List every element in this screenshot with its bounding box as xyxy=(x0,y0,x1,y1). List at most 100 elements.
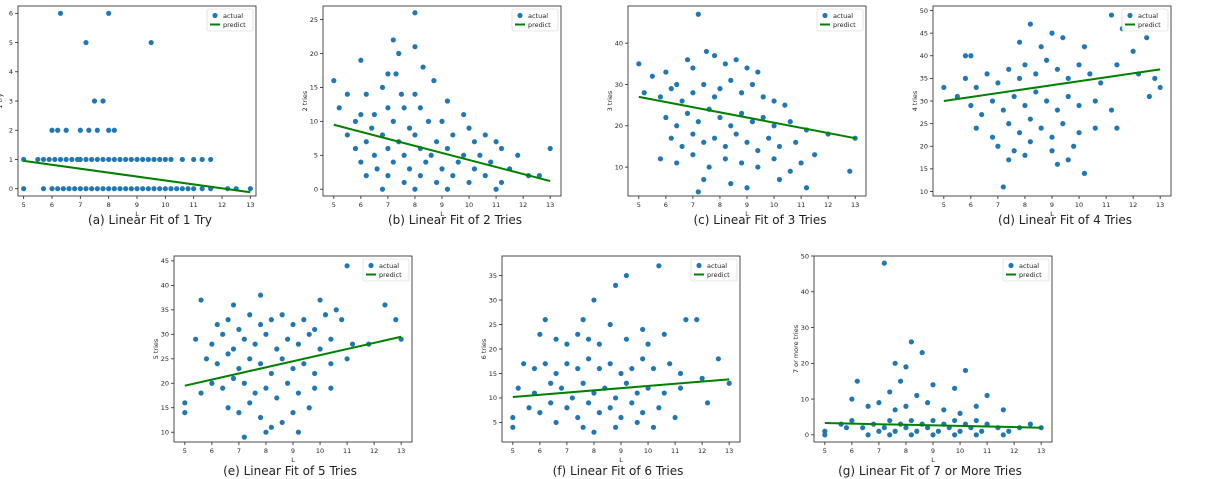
x-tick-label: 12 xyxy=(370,447,378,455)
data-point xyxy=(328,361,334,367)
data-point xyxy=(148,39,154,46)
chart-panel-g: 5 6 7 8 9 10 11 12 13 0 10 20 30 40 50 L 7 or more tries… xyxy=(780,250,1080,479)
data-point xyxy=(591,429,597,435)
data-point xyxy=(284,380,291,386)
legend-label-actual: actual xyxy=(1138,12,1158,20)
data-point xyxy=(979,111,985,118)
x-tick-label: 9 xyxy=(291,447,295,455)
data-point xyxy=(1000,184,1006,190)
data-point xyxy=(684,110,691,116)
data-point xyxy=(1043,57,1050,63)
data-point xyxy=(1022,62,1028,68)
data-point xyxy=(498,145,505,152)
data-point xyxy=(744,185,750,191)
data-point xyxy=(623,380,630,386)
data-point xyxy=(134,156,140,163)
data-point xyxy=(72,186,78,192)
data-point xyxy=(247,400,253,406)
data-point xyxy=(553,419,559,426)
data-point xyxy=(973,403,979,409)
data-point xyxy=(596,410,602,416)
x-tick-label: 9 xyxy=(619,447,623,455)
data-point xyxy=(612,424,619,430)
x-tick-label: 8 xyxy=(264,447,268,455)
data-point xyxy=(984,71,990,77)
x-tick-label: 6 xyxy=(664,201,668,209)
data-point xyxy=(612,282,619,288)
data-point xyxy=(674,160,680,166)
data-point xyxy=(444,186,451,192)
data-point xyxy=(596,365,602,372)
x-tick-label: 6 xyxy=(538,447,542,455)
data-point xyxy=(728,181,734,187)
data-point xyxy=(575,414,581,421)
y-tick-label: 0 xyxy=(805,431,809,439)
data-point xyxy=(771,123,777,129)
chart-c: 5 6 7 8 9 10 11 12 13 10 20 30 40 L 3 tries actualpredi… xyxy=(606,5,867,218)
data-point xyxy=(962,53,969,59)
data-point xyxy=(903,403,909,409)
x-tick-label: 5 xyxy=(511,447,515,455)
data-point xyxy=(111,127,117,133)
legend-label-actual: actual xyxy=(1019,262,1039,270)
data-point xyxy=(77,186,83,192)
data-point xyxy=(263,331,269,337)
data-point xyxy=(60,186,66,192)
data-point xyxy=(1087,71,1093,77)
data-point xyxy=(363,91,369,97)
x-tick-label: 6 xyxy=(969,201,973,209)
fit-line xyxy=(23,159,251,194)
data-point xyxy=(881,425,887,431)
data-point xyxy=(1000,407,1006,413)
data-point xyxy=(1076,62,1082,68)
data-point xyxy=(677,370,684,377)
data-point xyxy=(650,424,657,430)
y-tick-label: 25 xyxy=(161,355,169,363)
data-point xyxy=(771,156,777,162)
data-point xyxy=(1049,134,1055,140)
data-point xyxy=(843,425,850,431)
data-point xyxy=(100,186,106,192)
data-point xyxy=(553,370,559,377)
data-point xyxy=(268,317,274,323)
data-point xyxy=(1081,170,1088,176)
data-point xyxy=(618,414,624,421)
data-point xyxy=(174,186,180,192)
data-point xyxy=(279,356,285,362)
data-point xyxy=(701,139,707,145)
data-point xyxy=(379,84,386,91)
data-point xyxy=(847,168,853,174)
data-point xyxy=(585,356,592,362)
data-point xyxy=(301,361,307,367)
data-point xyxy=(1092,98,1098,104)
data-point xyxy=(77,127,83,133)
data-point xyxy=(230,375,237,381)
data-point xyxy=(887,432,893,438)
data-point xyxy=(1027,421,1033,427)
data-point xyxy=(510,424,516,430)
data-point xyxy=(548,400,554,406)
data-point xyxy=(733,57,739,63)
data-point xyxy=(656,405,662,411)
data-point xyxy=(952,432,958,438)
data-point xyxy=(455,159,461,165)
data-point xyxy=(106,10,112,16)
x-tick-label: 13 xyxy=(546,201,554,209)
data-point xyxy=(1038,125,1044,131)
data-point xyxy=(1027,21,1033,27)
data-point xyxy=(268,424,274,430)
legend-label-predict: predict xyxy=(1019,271,1042,279)
data-point xyxy=(957,428,963,434)
data-point xyxy=(199,186,205,192)
data-point xyxy=(726,380,732,386)
data-point xyxy=(771,98,777,104)
data-point xyxy=(952,417,958,424)
data-point xyxy=(1065,93,1071,100)
data-point xyxy=(667,361,673,367)
legend-label-predict: predict xyxy=(833,21,856,29)
data-point xyxy=(930,382,936,388)
chart-panel-d: 5 6 7 8 9 10 11 12 13 10 15 20 25 30 35 40 45 50 L 4 tries a… xyxy=(911,0,1215,230)
data-point xyxy=(1022,152,1028,158)
data-point xyxy=(83,156,89,163)
data-point xyxy=(1054,161,1061,167)
